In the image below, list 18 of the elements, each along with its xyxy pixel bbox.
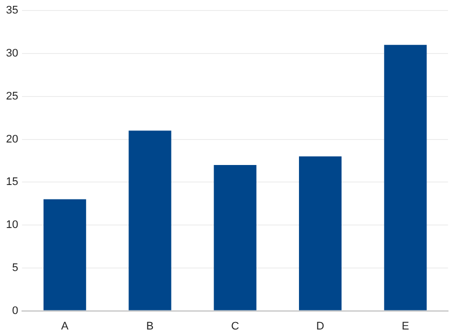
- bar: [298, 156, 342, 310]
- bar: [214, 164, 256, 310]
- bar: [44, 199, 86, 310]
- x-tick-label: C: [231, 320, 240, 332]
- x-tick-label: B: [146, 320, 154, 332]
- y-tick-label: 5: [12, 262, 18, 274]
- y-tick-label: 30: [6, 48, 18, 60]
- y-tick-label: 25: [6, 90, 18, 102]
- bar: [384, 44, 427, 310]
- y-tick-label: 35: [6, 4, 18, 17]
- y-tick-label: 10: [6, 219, 18, 232]
- x-tick-label: E: [402, 320, 410, 332]
- y-tick-label: 15: [6, 176, 18, 188]
- bar: [128, 130, 172, 310]
- x-tick-label: D: [316, 320, 324, 332]
- y-tick-label: 20: [6, 133, 18, 146]
- y-tick-label: 0: [12, 304, 18, 317]
- x-tick-label: A: [61, 320, 70, 332]
